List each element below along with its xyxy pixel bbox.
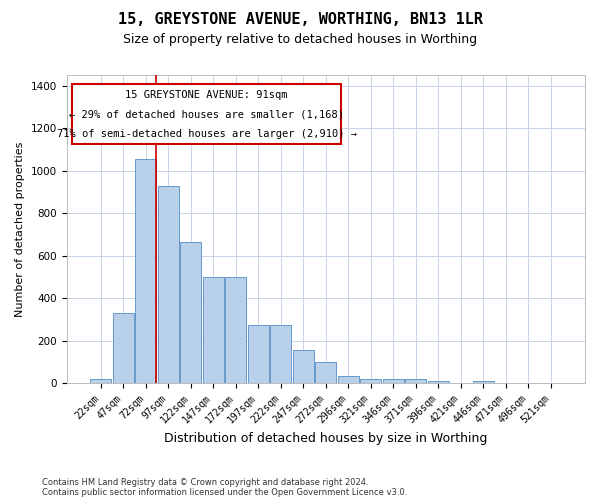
Text: 15 GREYSTONE AVENUE: 91sqm: 15 GREYSTONE AVENUE: 91sqm (125, 90, 288, 100)
Bar (293, 350, 314, 384)
Bar (360, 379, 382, 384)
FancyBboxPatch shape (72, 84, 341, 144)
Bar (315, 362, 337, 384)
Bar (473, 381, 494, 384)
Bar (405, 379, 427, 384)
Bar (428, 381, 449, 384)
Bar (248, 325, 269, 384)
Text: Size of property relative to detached houses in Worthing: Size of property relative to detached ho… (123, 32, 477, 46)
Bar (203, 277, 224, 384)
Text: ← 29% of detached houses are smaller (1,168): ← 29% of detached houses are smaller (1,… (69, 110, 344, 120)
Bar (158, 186, 179, 384)
Bar (383, 379, 404, 384)
Text: 15, GREYSTONE AVENUE, WORTHING, BN13 1LR: 15, GREYSTONE AVENUE, WORTHING, BN13 1LR (118, 12, 482, 28)
Bar (90, 379, 112, 384)
Y-axis label: Number of detached properties: Number of detached properties (15, 142, 25, 317)
Bar (113, 313, 134, 384)
Text: Contains HM Land Registry data © Crown copyright and database right 2024.: Contains HM Land Registry data © Crown c… (42, 478, 368, 487)
Bar (180, 242, 202, 384)
X-axis label: Distribution of detached houses by size in Worthing: Distribution of detached houses by size … (164, 432, 487, 445)
Bar (135, 159, 157, 384)
Bar (338, 376, 359, 384)
Bar (225, 277, 247, 384)
Bar (270, 325, 292, 384)
Text: Contains public sector information licensed under the Open Government Licence v3: Contains public sector information licen… (42, 488, 407, 497)
Text: 71% of semi-detached houses are larger (2,910) →: 71% of semi-detached houses are larger (… (56, 128, 356, 138)
